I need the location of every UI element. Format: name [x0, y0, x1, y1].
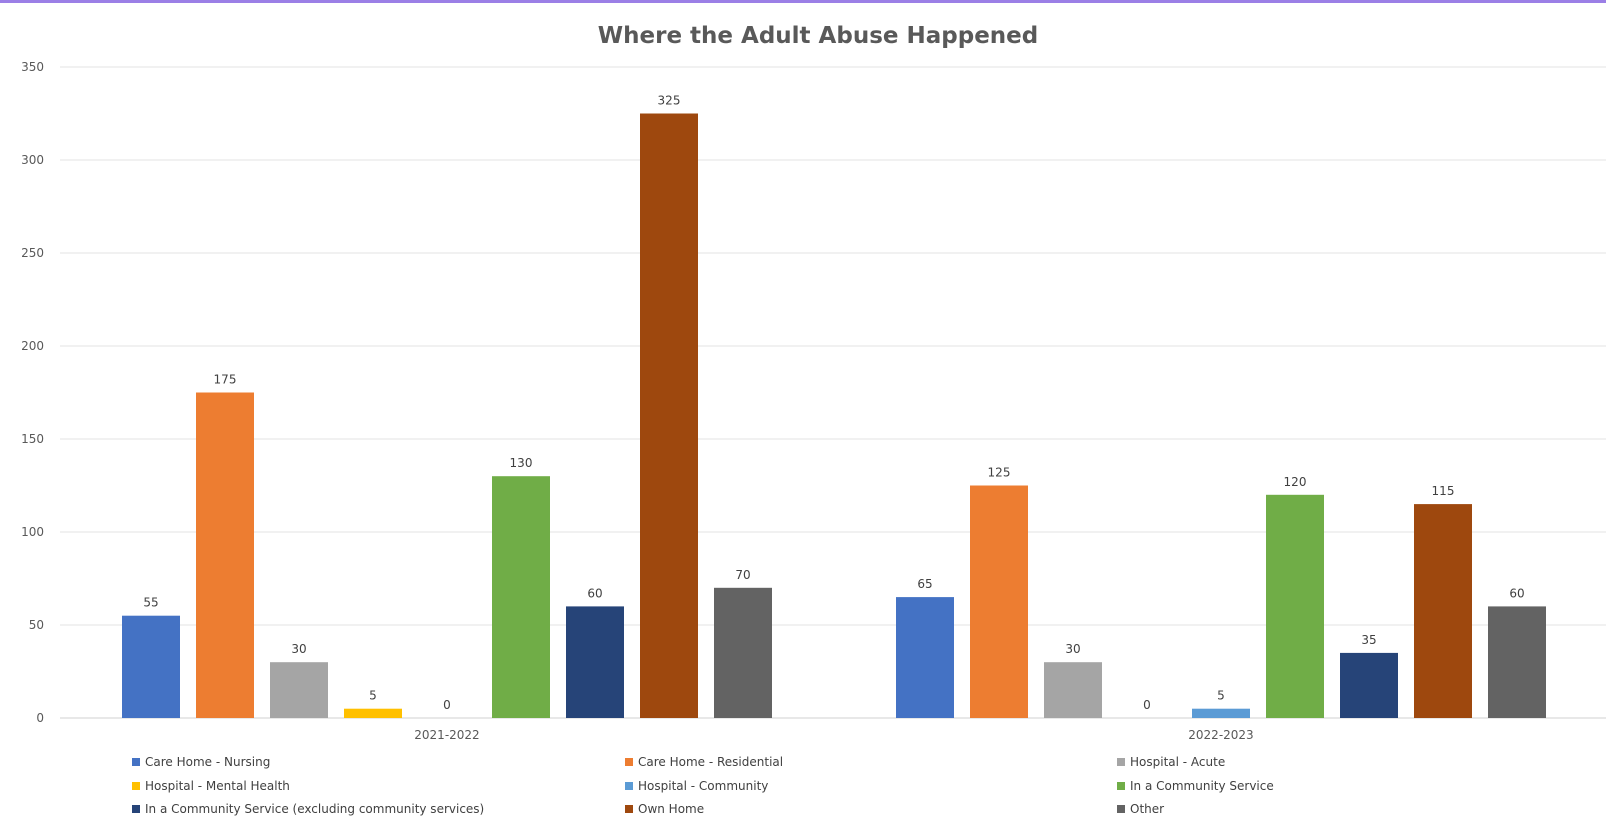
y-tick-label: 350: [21, 60, 44, 74]
data-label: 175: [214, 373, 237, 387]
legend-swatch: [132, 782, 140, 790]
bar: [1488, 606, 1546, 718]
y-tick-label: 0: [36, 711, 44, 725]
legend-item: Hospital - Mental Health: [145, 779, 290, 793]
legend-item: In a Community Service: [1130, 779, 1274, 793]
data-label: 125: [988, 466, 1011, 480]
y-tick-label: 100: [21, 525, 44, 539]
y-tick-label: 250: [21, 246, 44, 260]
bar: [196, 392, 254, 718]
bar: [1192, 708, 1250, 718]
data-label: 30: [291, 642, 306, 656]
legend-swatch: [625, 805, 633, 813]
bar: [1340, 652, 1398, 718]
data-label: 130: [510, 456, 533, 470]
data-label: 0: [1143, 698, 1151, 712]
legend-swatch: [1117, 758, 1125, 766]
x-category-label: 2022-2023: [1188, 728, 1253, 742]
data-label: 65: [917, 577, 932, 591]
legend-item: Other: [1130, 802, 1164, 816]
bar: [1414, 504, 1472, 718]
data-label: 70: [735, 568, 750, 582]
data-label: 35: [1361, 633, 1376, 647]
bar: [270, 662, 328, 718]
y-tick-label: 200: [21, 339, 44, 353]
legend-item: Care Home - Nursing: [145, 755, 270, 769]
x-axis-categories: 2021-2022 2022-2023: [414, 728, 1253, 742]
data-label: 60: [587, 586, 602, 600]
legend-swatch: [1117, 782, 1125, 790]
legend-swatch: [132, 758, 140, 766]
bar: [566, 606, 624, 718]
data-label: 325: [658, 94, 681, 108]
bar: [122, 615, 180, 718]
legend-item: Hospital - Acute: [1130, 755, 1225, 769]
bar: [714, 587, 772, 718]
data-label: 5: [369, 689, 377, 703]
y-tick-label: 50: [29, 618, 44, 632]
chart-title: Where the Adult Abuse Happened: [598, 23, 1038, 49]
gridlines: [60, 66, 1606, 719]
x-category-label: 2021-2022: [414, 728, 479, 742]
legend-item: Care Home - Residential: [638, 755, 783, 769]
bar: [1044, 662, 1102, 718]
data-label: 0: [443, 698, 451, 712]
y-tick-label: 150: [21, 432, 44, 446]
legend-item: In a Community Service (excluding commun…: [145, 802, 484, 816]
bar: [1266, 494, 1324, 718]
legend-swatch: [132, 805, 140, 813]
bar: [896, 597, 954, 718]
data-labels: 55 175 30 5 0 130 60 325 70 65 125 30 0 5 120 35 115 60: [143, 94, 1524, 713]
y-axis-ticks: 0 50 100 150 200 250 300 350: [21, 60, 44, 725]
legend: Care Home - Nursing Care Home - Residenti…: [132, 755, 1274, 816]
data-label: 60: [1509, 586, 1524, 600]
bar: [492, 476, 550, 718]
legend-item: Own Home: [638, 802, 704, 816]
data-label: 5: [1217, 689, 1225, 703]
bar: [970, 485, 1028, 718]
data-label: 55: [143, 596, 158, 610]
legend-item: Hospital - Community: [638, 779, 768, 793]
legend-swatch: [625, 782, 633, 790]
bar: [344, 708, 402, 718]
data-label: 115: [1432, 484, 1455, 498]
top-border: [0, 0, 1606, 3]
bar: [640, 113, 698, 718]
legend-swatch: [1117, 805, 1125, 813]
data-label: 120: [1284, 475, 1307, 489]
y-tick-label: 300: [21, 153, 44, 167]
bars: [122, 113, 1546, 718]
legend-swatch: [625, 758, 633, 766]
data-label: 30: [1065, 642, 1080, 656]
